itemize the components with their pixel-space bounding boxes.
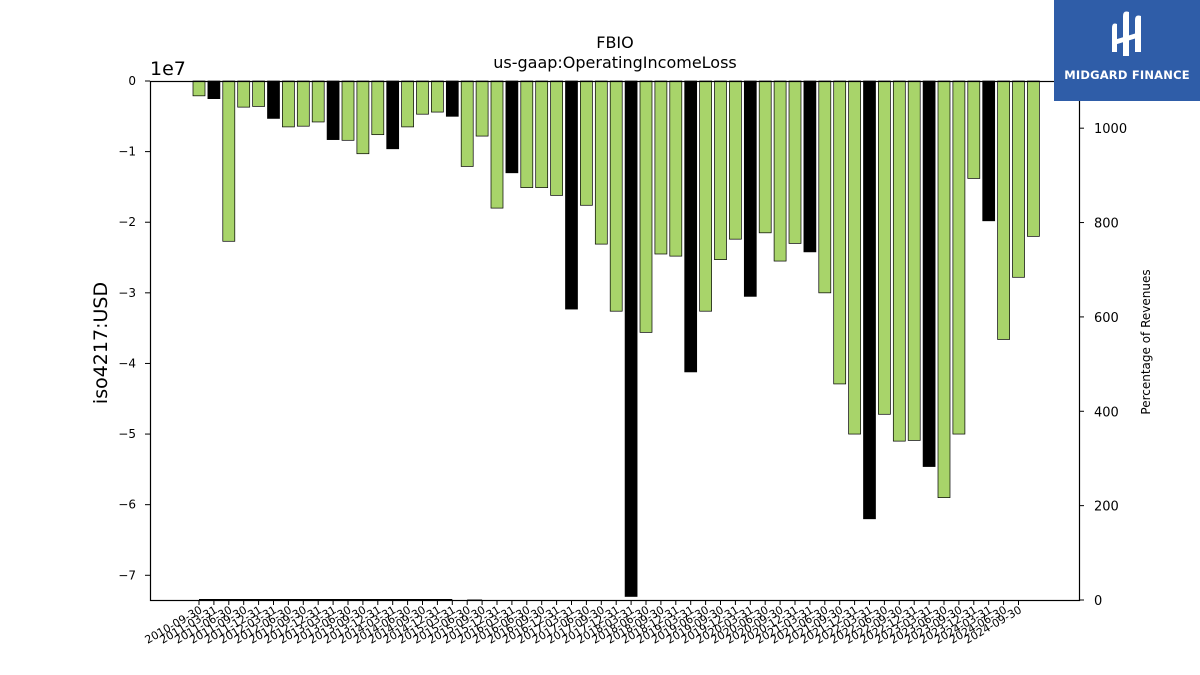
bar [267, 80, 280, 119]
bar [1012, 80, 1025, 278]
bar [997, 80, 1010, 340]
bar [982, 80, 996, 222]
bar [848, 80, 861, 435]
bar [192, 80, 206, 97]
bar [505, 80, 519, 174]
bar [445, 80, 459, 117]
bar [714, 80, 727, 260]
bar [341, 80, 355, 141]
bar [520, 80, 534, 188]
bar [654, 80, 668, 255]
bar [207, 80, 221, 99]
bar [609, 80, 623, 312]
bar [282, 80, 295, 128]
bar [535, 80, 549, 188]
bar [833, 80, 847, 385]
y2-axis-label: Percentage of Revenues [1139, 269, 1153, 414]
y-tick-label: 0 [128, 74, 136, 88]
brand-mark-icon [1112, 11, 1141, 56]
bar [892, 80, 906, 442]
bar [803, 80, 817, 253]
bar [386, 80, 400, 150]
chart-title: FBIO [596, 33, 634, 52]
bar [639, 80, 653, 333]
y2-tick-label: 800 [1094, 217, 1119, 232]
bar [356, 80, 370, 155]
bar [729, 80, 742, 240]
bar [818, 80, 832, 294]
y-tick-label: −3 [118, 286, 136, 300]
y2-tick-label: 400 [1094, 405, 1119, 420]
bar [788, 80, 802, 244]
bar [475, 80, 489, 137]
y-tick-label: −7 [118, 568, 136, 582]
y-tick-label: −1 [118, 145, 136, 159]
bar [252, 80, 265, 107]
brand-logo: MIDGARD FINANCE [1054, 0, 1200, 101]
brand-name: MIDGARD FINANCE [1064, 68, 1190, 82]
y-axis-label: iso4217:USD [90, 282, 112, 404]
bar [296, 80, 310, 127]
bars [192, 80, 1040, 597]
bar [952, 80, 966, 435]
y2-tick-label: 0 [1094, 594, 1102, 609]
bar [311, 80, 325, 123]
y2-tick-label: 600 [1094, 311, 1119, 326]
x-axis-ticks: 2010-09-302011-03-312011-06-302011-09-30… [143, 600, 1024, 647]
bar [550, 80, 563, 196]
bar [922, 80, 936, 467]
bar [594, 80, 608, 245]
bar [237, 80, 251, 108]
bar [684, 80, 698, 373]
bar [431, 80, 444, 113]
bar [416, 80, 429, 115]
y-tick-label: −2 [118, 215, 136, 229]
bar [624, 80, 638, 597]
y2-tick-label: 1000 [1094, 122, 1127, 137]
bar [580, 80, 593, 206]
bar [371, 80, 385, 136]
bar [669, 80, 683, 257]
bar [699, 80, 712, 312]
y-tick-label: −5 [118, 427, 136, 441]
chart-subtitle: us-gaap:OperatingIncomeLoss [493, 53, 737, 72]
y-tick-label: −6 [118, 498, 136, 512]
bar [967, 80, 981, 179]
y-multiplier-label: 1e7 [150, 58, 186, 80]
bar [565, 80, 578, 310]
bar [773, 80, 787, 262]
y-axis-ticks: 0 −1 −2 −3 −4 −5 −6 −7 [118, 74, 150, 582]
bar [326, 80, 340, 140]
y-tick-label: −4 [118, 356, 136, 370]
bar [758, 80, 772, 234]
bar [490, 80, 504, 209]
bar [937, 80, 951, 498]
bar [743, 80, 757, 297]
bar [401, 80, 414, 128]
bar [460, 80, 474, 167]
plot-frame [149, 80, 1081, 602]
bar [863, 80, 876, 520]
y2-axis-ticks: 0 200 400 600 800 1000 [1079, 122, 1127, 609]
y2-tick-label: 200 [1094, 500, 1119, 515]
bar [1027, 80, 1040, 237]
bar [222, 80, 236, 242]
bar [907, 80, 921, 441]
bar [878, 80, 891, 415]
